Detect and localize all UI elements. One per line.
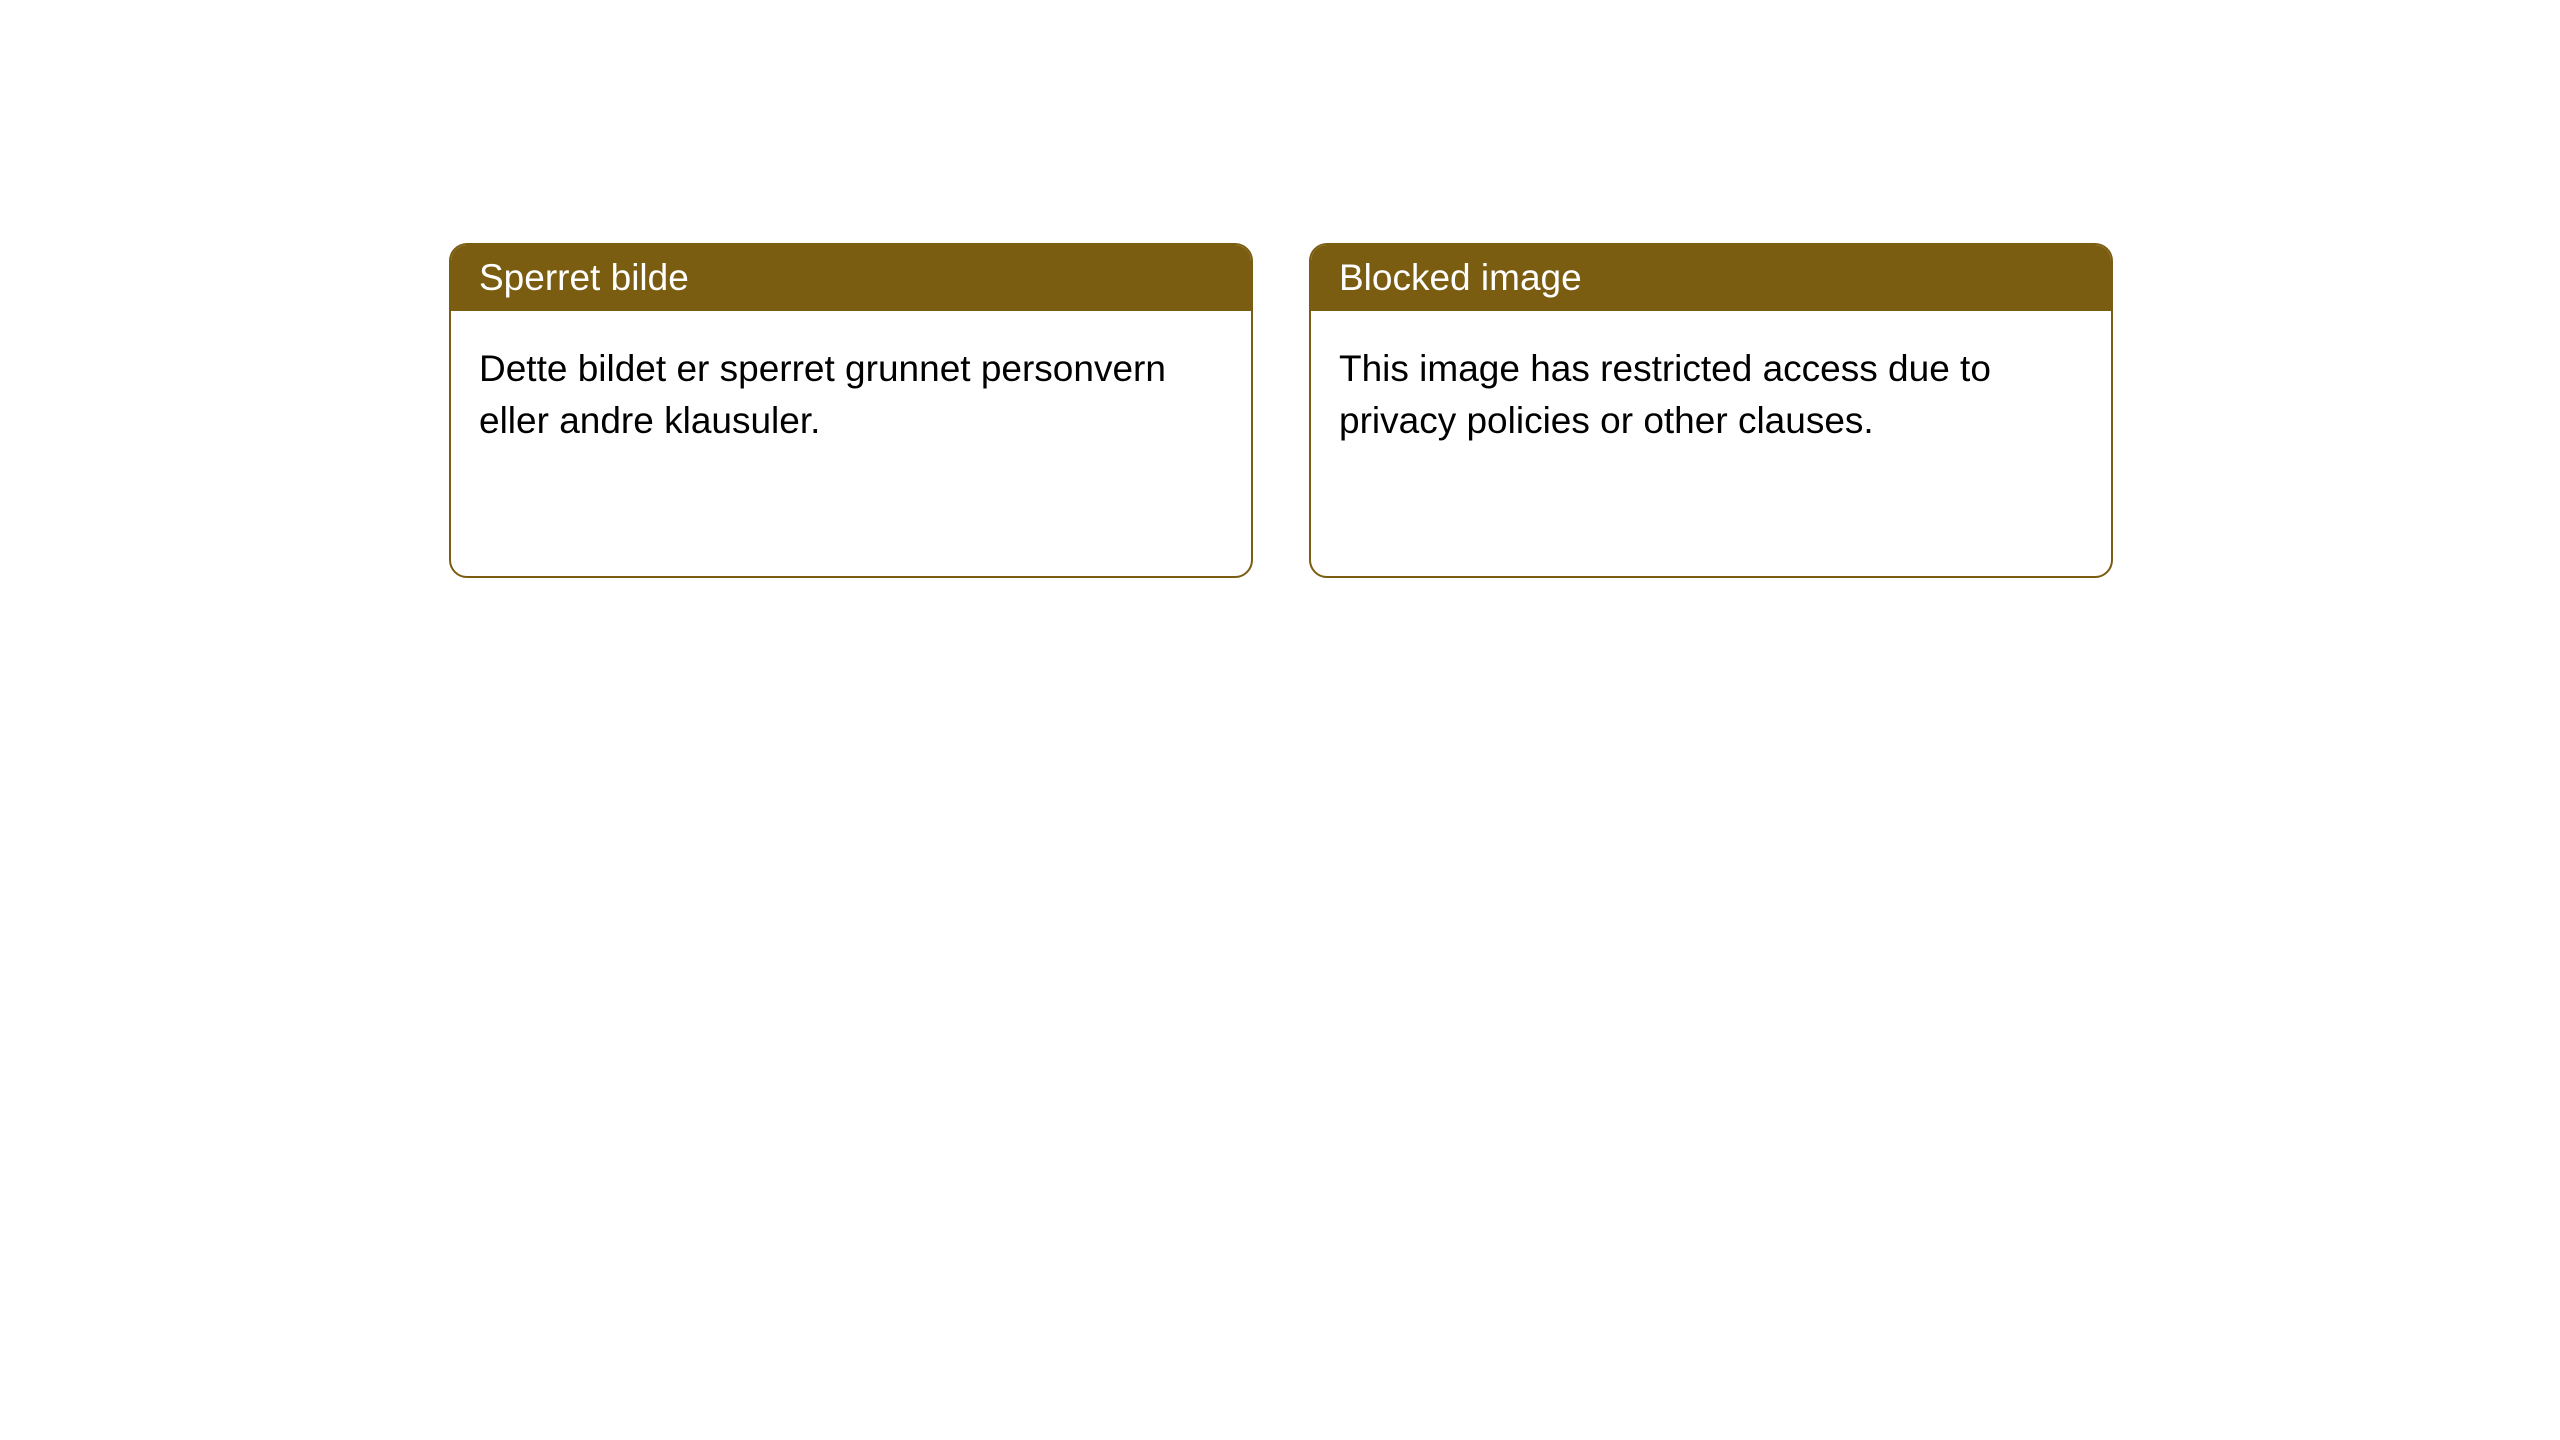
notice-card-norwegian: Sperret bilde Dette bildet er sperret gr… [449, 243, 1253, 578]
notice-body-text: This image has restricted access due to … [1339, 348, 1991, 441]
notice-title: Blocked image [1339, 257, 1582, 298]
notice-body: This image has restricted access due to … [1311, 311, 2111, 479]
notice-header: Sperret bilde [451, 245, 1251, 311]
notice-title: Sperret bilde [479, 257, 689, 298]
notice-card-english: Blocked image This image has restricted … [1309, 243, 2113, 578]
notice-container: Sperret bilde Dette bildet er sperret gr… [0, 0, 2560, 578]
notice-body-text: Dette bildet er sperret grunnet personve… [479, 348, 1166, 441]
notice-header: Blocked image [1311, 245, 2111, 311]
notice-body: Dette bildet er sperret grunnet personve… [451, 311, 1251, 479]
